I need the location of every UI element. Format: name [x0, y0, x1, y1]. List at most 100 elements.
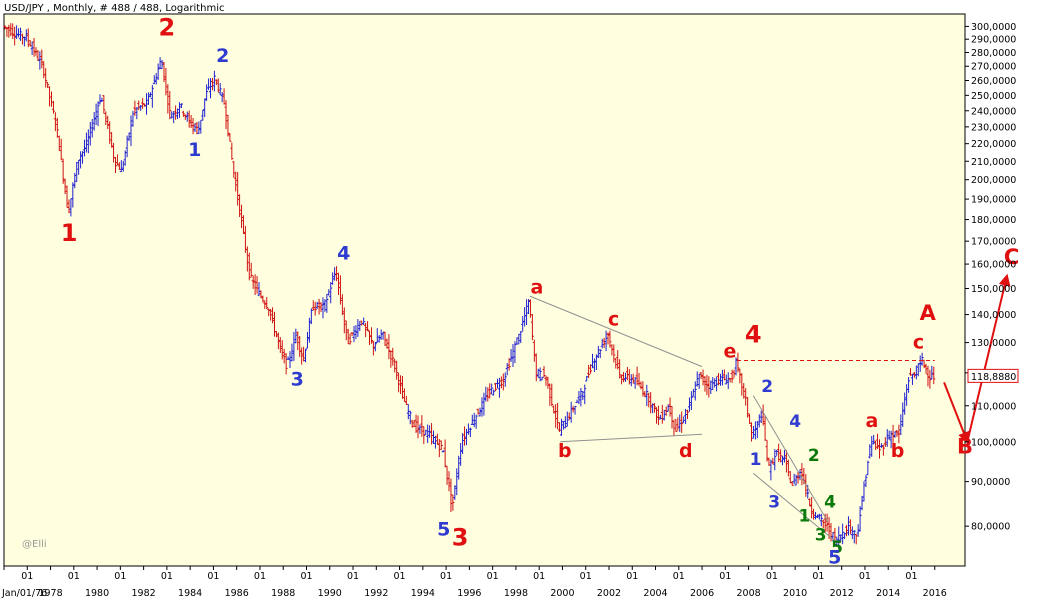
- wave-label: 2: [808, 446, 820, 466]
- ohlc-bar: [203, 98, 207, 118]
- ohlc-bar: [230, 142, 234, 160]
- ohlc-bar: [505, 363, 509, 376]
- ohlc-bar: [497, 377, 501, 398]
- x-tick-label: 01: [905, 571, 917, 582]
- ohlc-bar: [222, 88, 226, 105]
- ohlc-bar: [311, 300, 315, 311]
- wave-label: 1: [61, 219, 78, 247]
- ohlc-bar: [94, 103, 98, 126]
- ohlc-bar: [466, 423, 470, 435]
- wave-label: C: [1004, 245, 1019, 269]
- x-tick-label: 01: [394, 571, 406, 582]
- ohlc-bar: [451, 494, 455, 511]
- ohlc-bar: [779, 449, 783, 463]
- ohlc-bar: [579, 387, 583, 407]
- ohlc-bar: [571, 405, 575, 413]
- ohlc-bar: [482, 392, 486, 416]
- ohlc-bar: [709, 380, 713, 395]
- ohlc-bar: [563, 416, 567, 429]
- ohlc-bar: [874, 440, 878, 451]
- ohlc-bar: [90, 119, 94, 138]
- ohlc-bar: [424, 429, 428, 436]
- wave-label: 5: [437, 519, 450, 541]
- ohlc-bar: [205, 84, 209, 101]
- ohlc-bar: [606, 332, 610, 345]
- ohlc-bar: [767, 457, 771, 466]
- ohlc-bar: [629, 374, 633, 387]
- y-tick-label: 290,0000: [971, 35, 1016, 46]
- ohlc-bar: [393, 358, 397, 373]
- ohlc-bar: [304, 348, 308, 363]
- ohlc-bar: [715, 376, 719, 392]
- ohlc-bar: [548, 383, 552, 406]
- ohlc-bar: [166, 84, 170, 114]
- x-tick-label: 1994: [411, 588, 435, 599]
- ohlc-bar: [784, 450, 788, 473]
- ohlc-bar: [782, 450, 786, 463]
- wave-label: 5: [828, 546, 841, 568]
- ohlc-bar: [554, 404, 558, 428]
- wave-label: 3: [291, 369, 304, 391]
- last-price-label: 118,8880: [971, 372, 1016, 383]
- ohlc-bar: [680, 411, 684, 433]
- ohlc-bar: [241, 215, 245, 234]
- ohlc-bar: [207, 78, 211, 91]
- last-price-box: [967, 368, 1019, 383]
- ohlc-bar: [649, 392, 653, 414]
- ohlc-bar: [420, 415, 424, 437]
- ohlc-bar: [666, 404, 670, 412]
- trendlines: [529, 295, 935, 541]
- ohlc-bar: [653, 403, 657, 413]
- wave-label: c: [608, 309, 619, 331]
- ohlc-bar: [383, 331, 387, 346]
- ohlc-bar: [736, 352, 740, 373]
- ohlc-bar: [195, 122, 199, 135]
- ohlc-bar: [389, 350, 393, 368]
- x-tick-label: 01: [254, 571, 266, 582]
- ohlc-bar: [433, 435, 437, 449]
- ohlc-bar: [340, 294, 344, 316]
- ohlc-bar: [410, 419, 414, 428]
- projection-arrows: [943, 273, 1011, 445]
- ohlc-bar: [684, 408, 688, 425]
- ohlc-bar: [585, 375, 589, 382]
- ohlc-bar: [356, 318, 360, 337]
- ohlc-bar: [432, 430, 436, 444]
- ohlc-bar: [249, 262, 253, 278]
- ohlc-bar: [589, 364, 593, 374]
- ohlc-bar: [406, 404, 410, 420]
- ohlc-bar: [668, 397, 672, 417]
- ohlc-bar: [32, 37, 36, 57]
- ohlc-bar: [327, 289, 331, 296]
- trendline: [560, 433, 703, 443]
- ohlc-bar: [656, 405, 660, 426]
- plot-area: [3, 13, 966, 567]
- ohlc-bar: [65, 185, 69, 208]
- ohlc-bar: [44, 68, 48, 88]
- ohlc-bar: [418, 424, 422, 434]
- ohlc-bar: [901, 402, 905, 427]
- projection-arrow: [943, 382, 970, 445]
- ohlc-bar: [697, 373, 701, 389]
- wave-label: d: [679, 440, 693, 462]
- ohlc-bar: [858, 506, 862, 532]
- y-tick-label: 100,0000: [971, 437, 1016, 448]
- ohlc-bar: [484, 386, 488, 402]
- ohlc-bar: [856, 524, 860, 537]
- ohlc-bar: [71, 182, 75, 208]
- ohlc-bar: [812, 508, 816, 520]
- ohlc-bar: [79, 151, 83, 169]
- ohlc-bar: [98, 94, 102, 105]
- ohlc-bar: [530, 313, 534, 341]
- ohlc-bar: [517, 333, 521, 345]
- ohlc-bar: [881, 444, 885, 456]
- ohlc-bar: [218, 82, 222, 96]
- ohlc-bar: [862, 481, 866, 502]
- ohlc-bar: [3, 25, 7, 30]
- ohlc-bar: [699, 372, 703, 380]
- ohlc-bar: [404, 395, 408, 405]
- ohlc-bar: [527, 299, 531, 315]
- ohlc-bar: [321, 297, 325, 319]
